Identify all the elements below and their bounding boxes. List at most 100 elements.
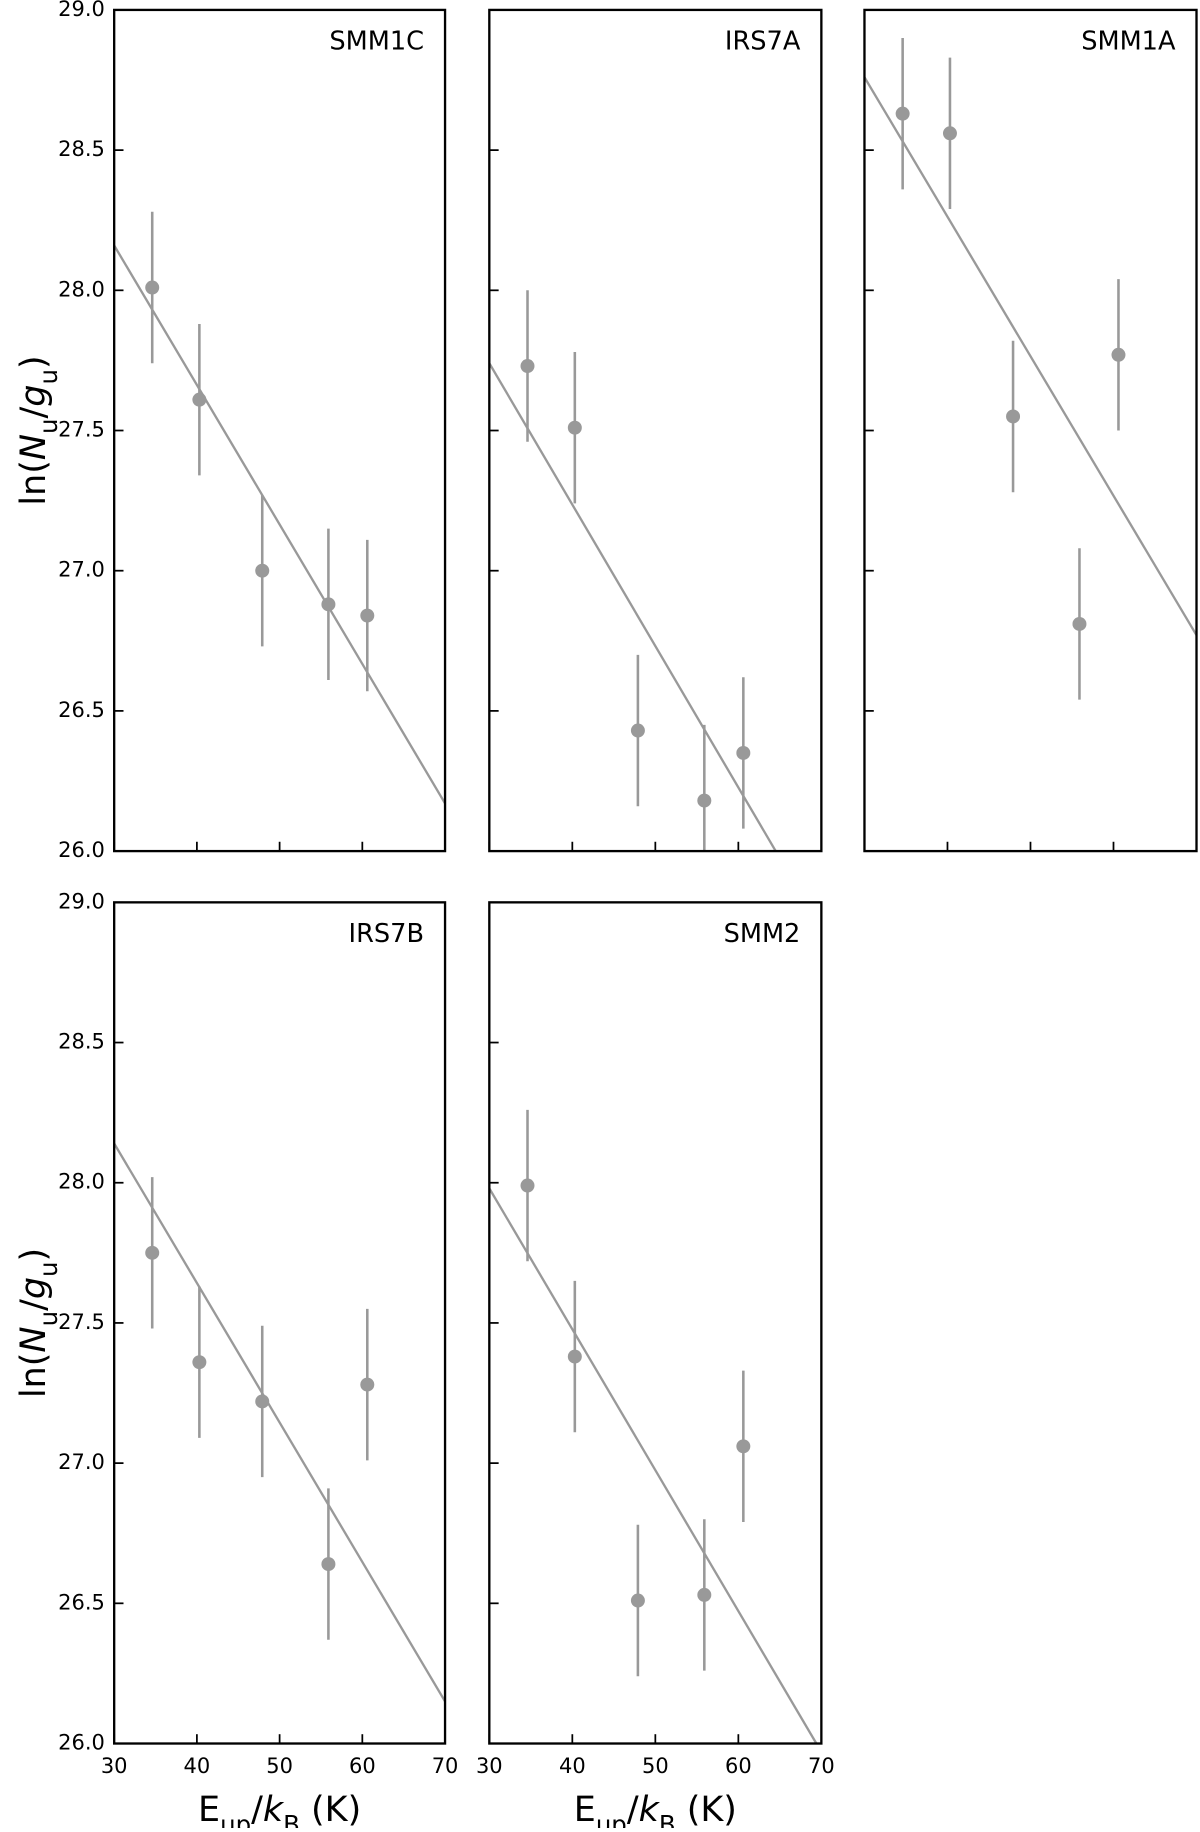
data-point	[736, 745, 751, 760]
data-point	[145, 280, 160, 295]
x-tick-label: 70	[808, 1754, 835, 1778]
label-part: E	[574, 1790, 596, 1828]
label-part: up	[596, 1810, 627, 1828]
y-tick-label: 26.0	[58, 838, 105, 862]
label-part: g	[14, 1277, 54, 1299]
x-tick-label: 60	[725, 1754, 752, 1778]
y-tick-label: 28.5	[58, 1030, 105, 1054]
panel: 26.026.527.027.528.028.529.0SMM1Cln(Nu/g…	[14, 0, 447, 862]
label-part: up	[220, 1810, 251, 1828]
fit-line	[114, 244, 446, 805]
label-part: B	[659, 1810, 676, 1828]
label-part: N	[14, 434, 54, 460]
x-tick-label: 30	[476, 1754, 503, 1778]
y-tick-label: 28.5	[58, 137, 105, 161]
panel-title: IRS7A	[725, 27, 801, 57]
label-part: /	[251, 1790, 263, 1828]
data-point	[1006, 409, 1021, 424]
label-part: /	[14, 406, 54, 418]
panel-title: SMM2	[724, 919, 801, 949]
y-tick-label: 29.0	[58, 889, 105, 913]
data-point	[1072, 616, 1087, 631]
data-point	[697, 793, 712, 808]
data-point	[697, 1587, 712, 1602]
data-point	[520, 359, 535, 374]
data-point	[942, 126, 957, 141]
x-tick-label: 40	[559, 1754, 586, 1778]
label-part: /	[627, 1790, 639, 1828]
data-point	[192, 1355, 207, 1370]
data-point	[321, 1557, 336, 1572]
panel: 26.0 26.5 27.0 27.5 28.0 28.5 29.0 30 40 50 60 70 IR…	[14, 889, 459, 1832]
label-part: u	[33, 1311, 62, 1327]
fit-line	[864, 76, 1197, 636]
panel-frame	[863, 8, 1198, 853]
x-tick-label: 30	[101, 1754, 128, 1778]
label-part: u	[33, 369, 62, 385]
y-tick-label: 27.5	[58, 418, 105, 442]
label-part: u	[33, 418, 62, 434]
panel-frame	[488, 8, 823, 853]
label-part: )	[14, 1248, 54, 1262]
data-point	[567, 1349, 582, 1364]
label-part: B	[283, 1810, 300, 1828]
label-part: (K)	[676, 1790, 737, 1828]
panel-frame	[113, 8, 447, 853]
data-point	[1111, 347, 1126, 362]
data-point	[567, 420, 582, 435]
fit-line	[489, 362, 777, 852]
data-point	[255, 563, 270, 578]
panel-title: SMM1C	[329, 27, 424, 57]
x-tick-label: 40	[184, 1754, 211, 1778]
y-tick-label: 26.0	[58, 1731, 105, 1755]
data-point	[630, 723, 645, 738]
y-tick-label: 28.0	[58, 277, 105, 301]
label-part: g	[14, 385, 54, 407]
data-point	[145, 1245, 160, 1260]
x-tick-label: 70	[432, 1754, 459, 1778]
fit-line	[489, 1187, 818, 1744]
data-point	[321, 597, 336, 612]
data-point	[895, 106, 910, 121]
label-part: ln(	[14, 1353, 54, 1398]
x-axis-label: Eup/kB (K)	[198, 1790, 361, 1828]
label-part: )	[14, 355, 54, 369]
y-axis-label: ln(Nu/gu)	[14, 1248, 63, 1398]
x-tick-label: 50	[642, 1754, 669, 1778]
data-point	[192, 392, 207, 407]
y-tick-label: 28.0	[58, 1170, 105, 1194]
panel-title: IRS7B	[349, 919, 425, 949]
x-tick-label: 50	[266, 1754, 293, 1778]
label-part: k	[263, 1790, 285, 1828]
label-part: E	[198, 1790, 220, 1828]
data-point	[736, 1439, 751, 1454]
data-point	[630, 1593, 645, 1608]
label-part: (K)	[300, 1790, 361, 1828]
label-part: u	[33, 1261, 62, 1276]
data-point	[520, 1178, 535, 1193]
panel-title: SMM1A	[1081, 27, 1176, 57]
y-tick-label: 27.0	[58, 558, 105, 582]
x-tick-label: 60	[349, 1754, 376, 1778]
x-axis-label: Eup/kB (K)	[574, 1790, 737, 1828]
y-tick-label: 27.5	[58, 1310, 105, 1334]
label-part: N	[14, 1326, 54, 1352]
fit-line	[114, 1142, 446, 1703]
y-tick-label: 27.0	[58, 1450, 105, 1474]
panel: SMM1A	[863, 8, 1198, 853]
y-tick-label: 26.5	[58, 1590, 105, 1614]
y-tick-label: 26.5	[58, 698, 105, 722]
data-point	[360, 1377, 375, 1392]
data-point	[255, 1394, 270, 1409]
label-part: ln(	[14, 460, 54, 505]
panel-frame	[113, 901, 447, 1745]
label-part: k	[639, 1790, 661, 1828]
panel: 30 40 50 60 70 SMM2 Eup/kB (K)	[476, 901, 835, 1832]
data-point	[360, 608, 375, 623]
panel-frame	[488, 901, 823, 1745]
y-axis-label: ln(Nu/gu)	[14, 355, 62, 505]
y-tick-label: 29.0	[58, 0, 105, 21]
panel: IRS7A	[488, 8, 823, 853]
label-part: /	[14, 1299, 54, 1311]
